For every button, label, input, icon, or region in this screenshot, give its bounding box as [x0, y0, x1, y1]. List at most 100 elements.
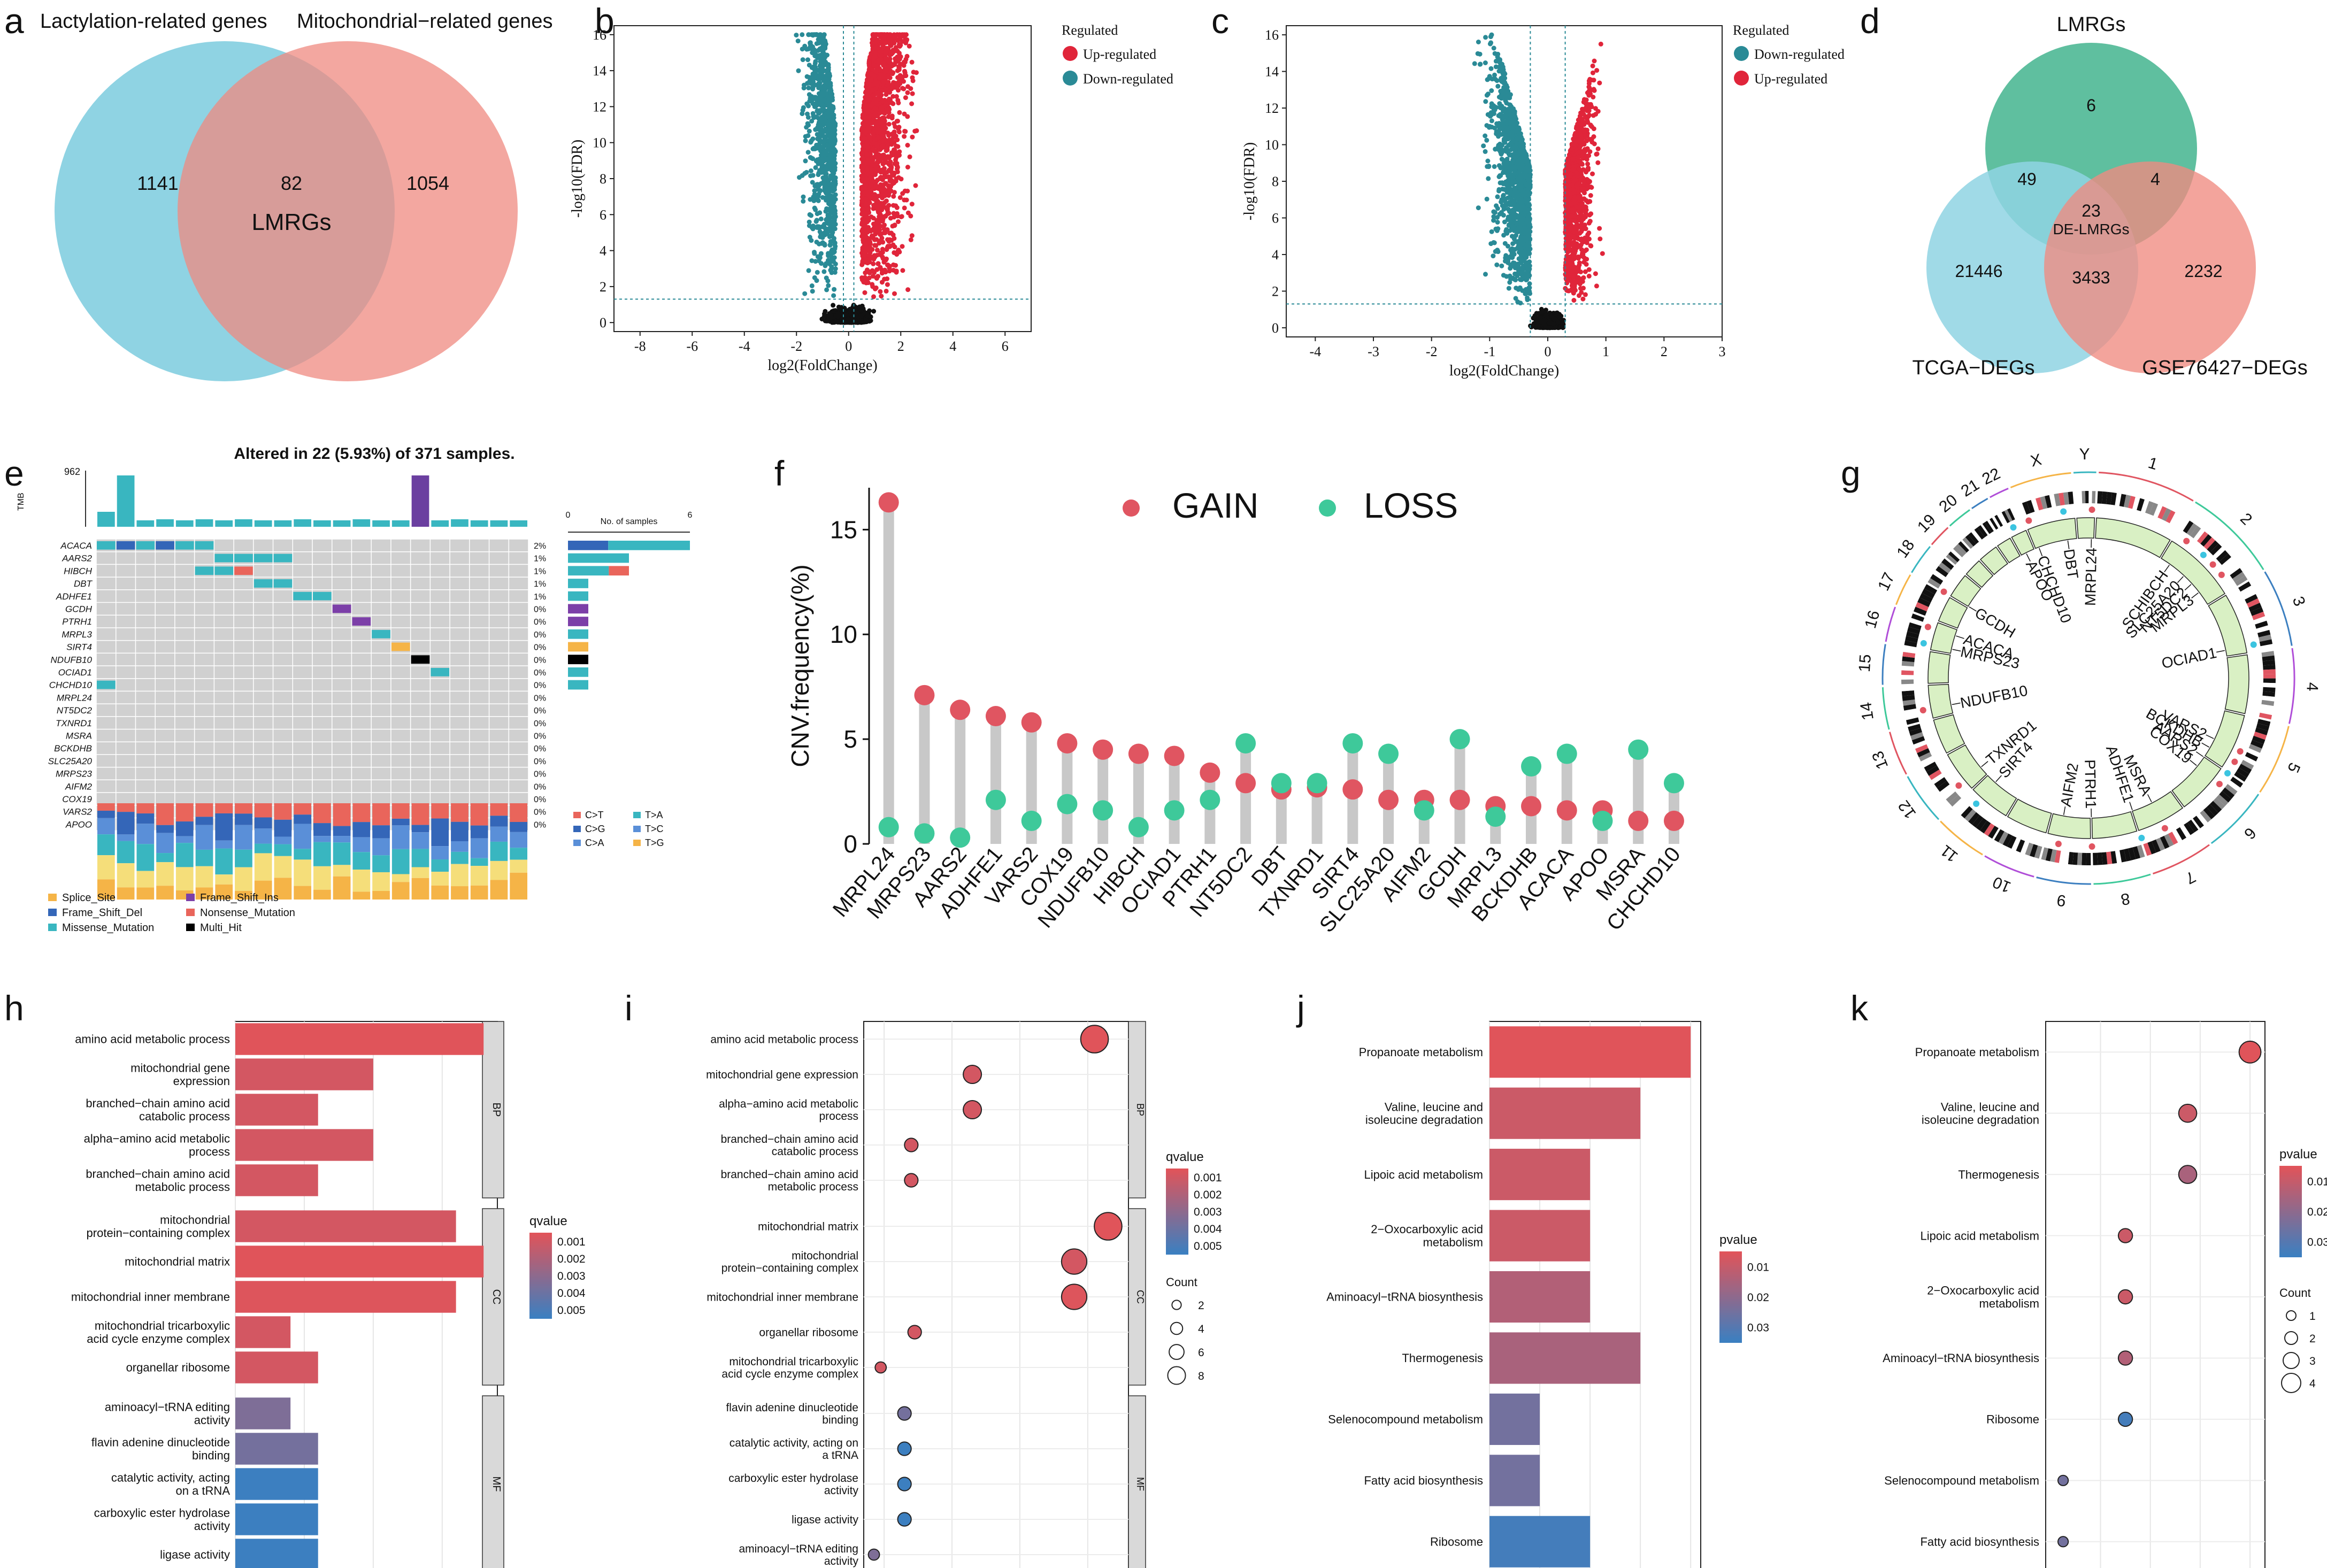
volcano-point [866, 109, 871, 114]
volcano-point [1578, 286, 1583, 291]
y-tick-label: 14 [593, 63, 606, 79]
panel-letter-b: b [595, 1, 615, 41]
volcano-point [1577, 293, 1581, 298]
volcano-point [805, 57, 810, 63]
volcano-point-ns [858, 314, 863, 319]
panel-letter-j: j [1296, 988, 1305, 1028]
volcano-point [902, 205, 907, 211]
volcano-point [817, 132, 822, 137]
volcano-point [886, 183, 891, 188]
volcano-point [1495, 206, 1500, 211]
volcano-point [905, 143, 910, 148]
x-tick-label: 6 [1002, 339, 1009, 354]
volcano-point [801, 194, 806, 199]
volcano-point [832, 206, 837, 212]
volcano-point [869, 51, 874, 56]
x-tick-label: -3 [1368, 344, 1379, 359]
volcano-point [803, 134, 808, 139]
volcano-point [828, 157, 833, 163]
volcano-point [869, 77, 874, 82]
volcano-point [878, 174, 884, 180]
volcano-point [818, 145, 824, 151]
volcano-point [871, 294, 876, 299]
x-tick-label: -6 [686, 339, 698, 354]
volcano-point [867, 115, 872, 120]
volcano-point [878, 289, 883, 294]
venn-circle-mitochondrial [178, 41, 518, 381]
volcano-point [1589, 136, 1594, 142]
volcano-point [880, 162, 886, 167]
venn-count: 82 [281, 172, 302, 194]
volcano-point [897, 110, 902, 115]
volcano-point [812, 251, 817, 256]
volcano-point [874, 160, 879, 166]
volcano-point [805, 81, 810, 86]
volcano-point [904, 37, 910, 42]
volcano-point [813, 165, 818, 170]
volcano-point [880, 98, 886, 104]
volcano-point [801, 105, 806, 110]
volcano-point [895, 75, 901, 80]
volcano-point-ns [828, 313, 833, 318]
volcano-point [867, 188, 873, 194]
volcano-point [886, 174, 892, 180]
volcano-point [866, 60, 872, 65]
volcano-point [831, 293, 836, 298]
volcano-point [871, 216, 876, 221]
volcano-point [820, 195, 825, 200]
x-tick-label: 4 [949, 339, 956, 354]
volcano-point [881, 74, 886, 79]
volcano-point [1489, 229, 1494, 234]
volcano-point [862, 275, 867, 280]
volcano-point-ns [831, 303, 836, 308]
volcano-point [886, 193, 892, 198]
volcano-point [870, 158, 875, 164]
volcano-point [821, 68, 826, 73]
venn-set-label: Mitochondrial−related genes [297, 10, 552, 33]
volcano-point [815, 270, 820, 275]
volcano-point [909, 202, 915, 207]
volcano-point [909, 233, 915, 239]
x-axis-label: log2(FoldChange) [1449, 363, 1559, 379]
y-tick-label: 16 [593, 27, 606, 43]
volcano-point [832, 212, 838, 217]
volcano-point [1499, 263, 1504, 268]
panel-letter-h: h [4, 988, 24, 1028]
volcano-point [867, 120, 873, 125]
volcano-point [814, 240, 819, 245]
volcano-point [865, 144, 871, 150]
volcano-point [1477, 62, 1483, 67]
volcano-point [892, 190, 897, 195]
points [1472, 32, 1605, 330]
volcano-point [867, 239, 873, 244]
volcano-point [824, 287, 830, 293]
y-tick-label: 14 [1265, 64, 1279, 80]
volcano-point [1579, 219, 1584, 224]
venn-count: 1054 [406, 172, 449, 194]
y-tick-label: 4 [1272, 247, 1279, 263]
volcano-point [823, 229, 828, 234]
volcano-point [888, 159, 893, 165]
volcano-point [1588, 193, 1593, 198]
x-tick-label: -4 [739, 339, 750, 354]
volcano-point [831, 119, 836, 124]
volcano-point [812, 51, 818, 56]
volcano-point [794, 33, 799, 38]
volcano-point [910, 75, 915, 80]
volcano-point [887, 137, 892, 142]
volcano-point [884, 57, 889, 62]
volcano-point [819, 127, 824, 132]
volcano-point [900, 32, 905, 37]
volcano-point [814, 183, 819, 189]
volcano-point [908, 86, 913, 91]
y-tick-label: 2 [1272, 283, 1279, 299]
volcano-point [810, 97, 815, 103]
volcano-point [818, 102, 824, 107]
volcano-point [826, 113, 831, 119]
volcano-point [880, 143, 885, 148]
panel-letter-d: d [1860, 1, 1880, 41]
volcano-point [865, 260, 870, 266]
volcano-point [1501, 273, 1506, 278]
volcano-point [861, 237, 866, 243]
volcano-point [879, 105, 885, 110]
